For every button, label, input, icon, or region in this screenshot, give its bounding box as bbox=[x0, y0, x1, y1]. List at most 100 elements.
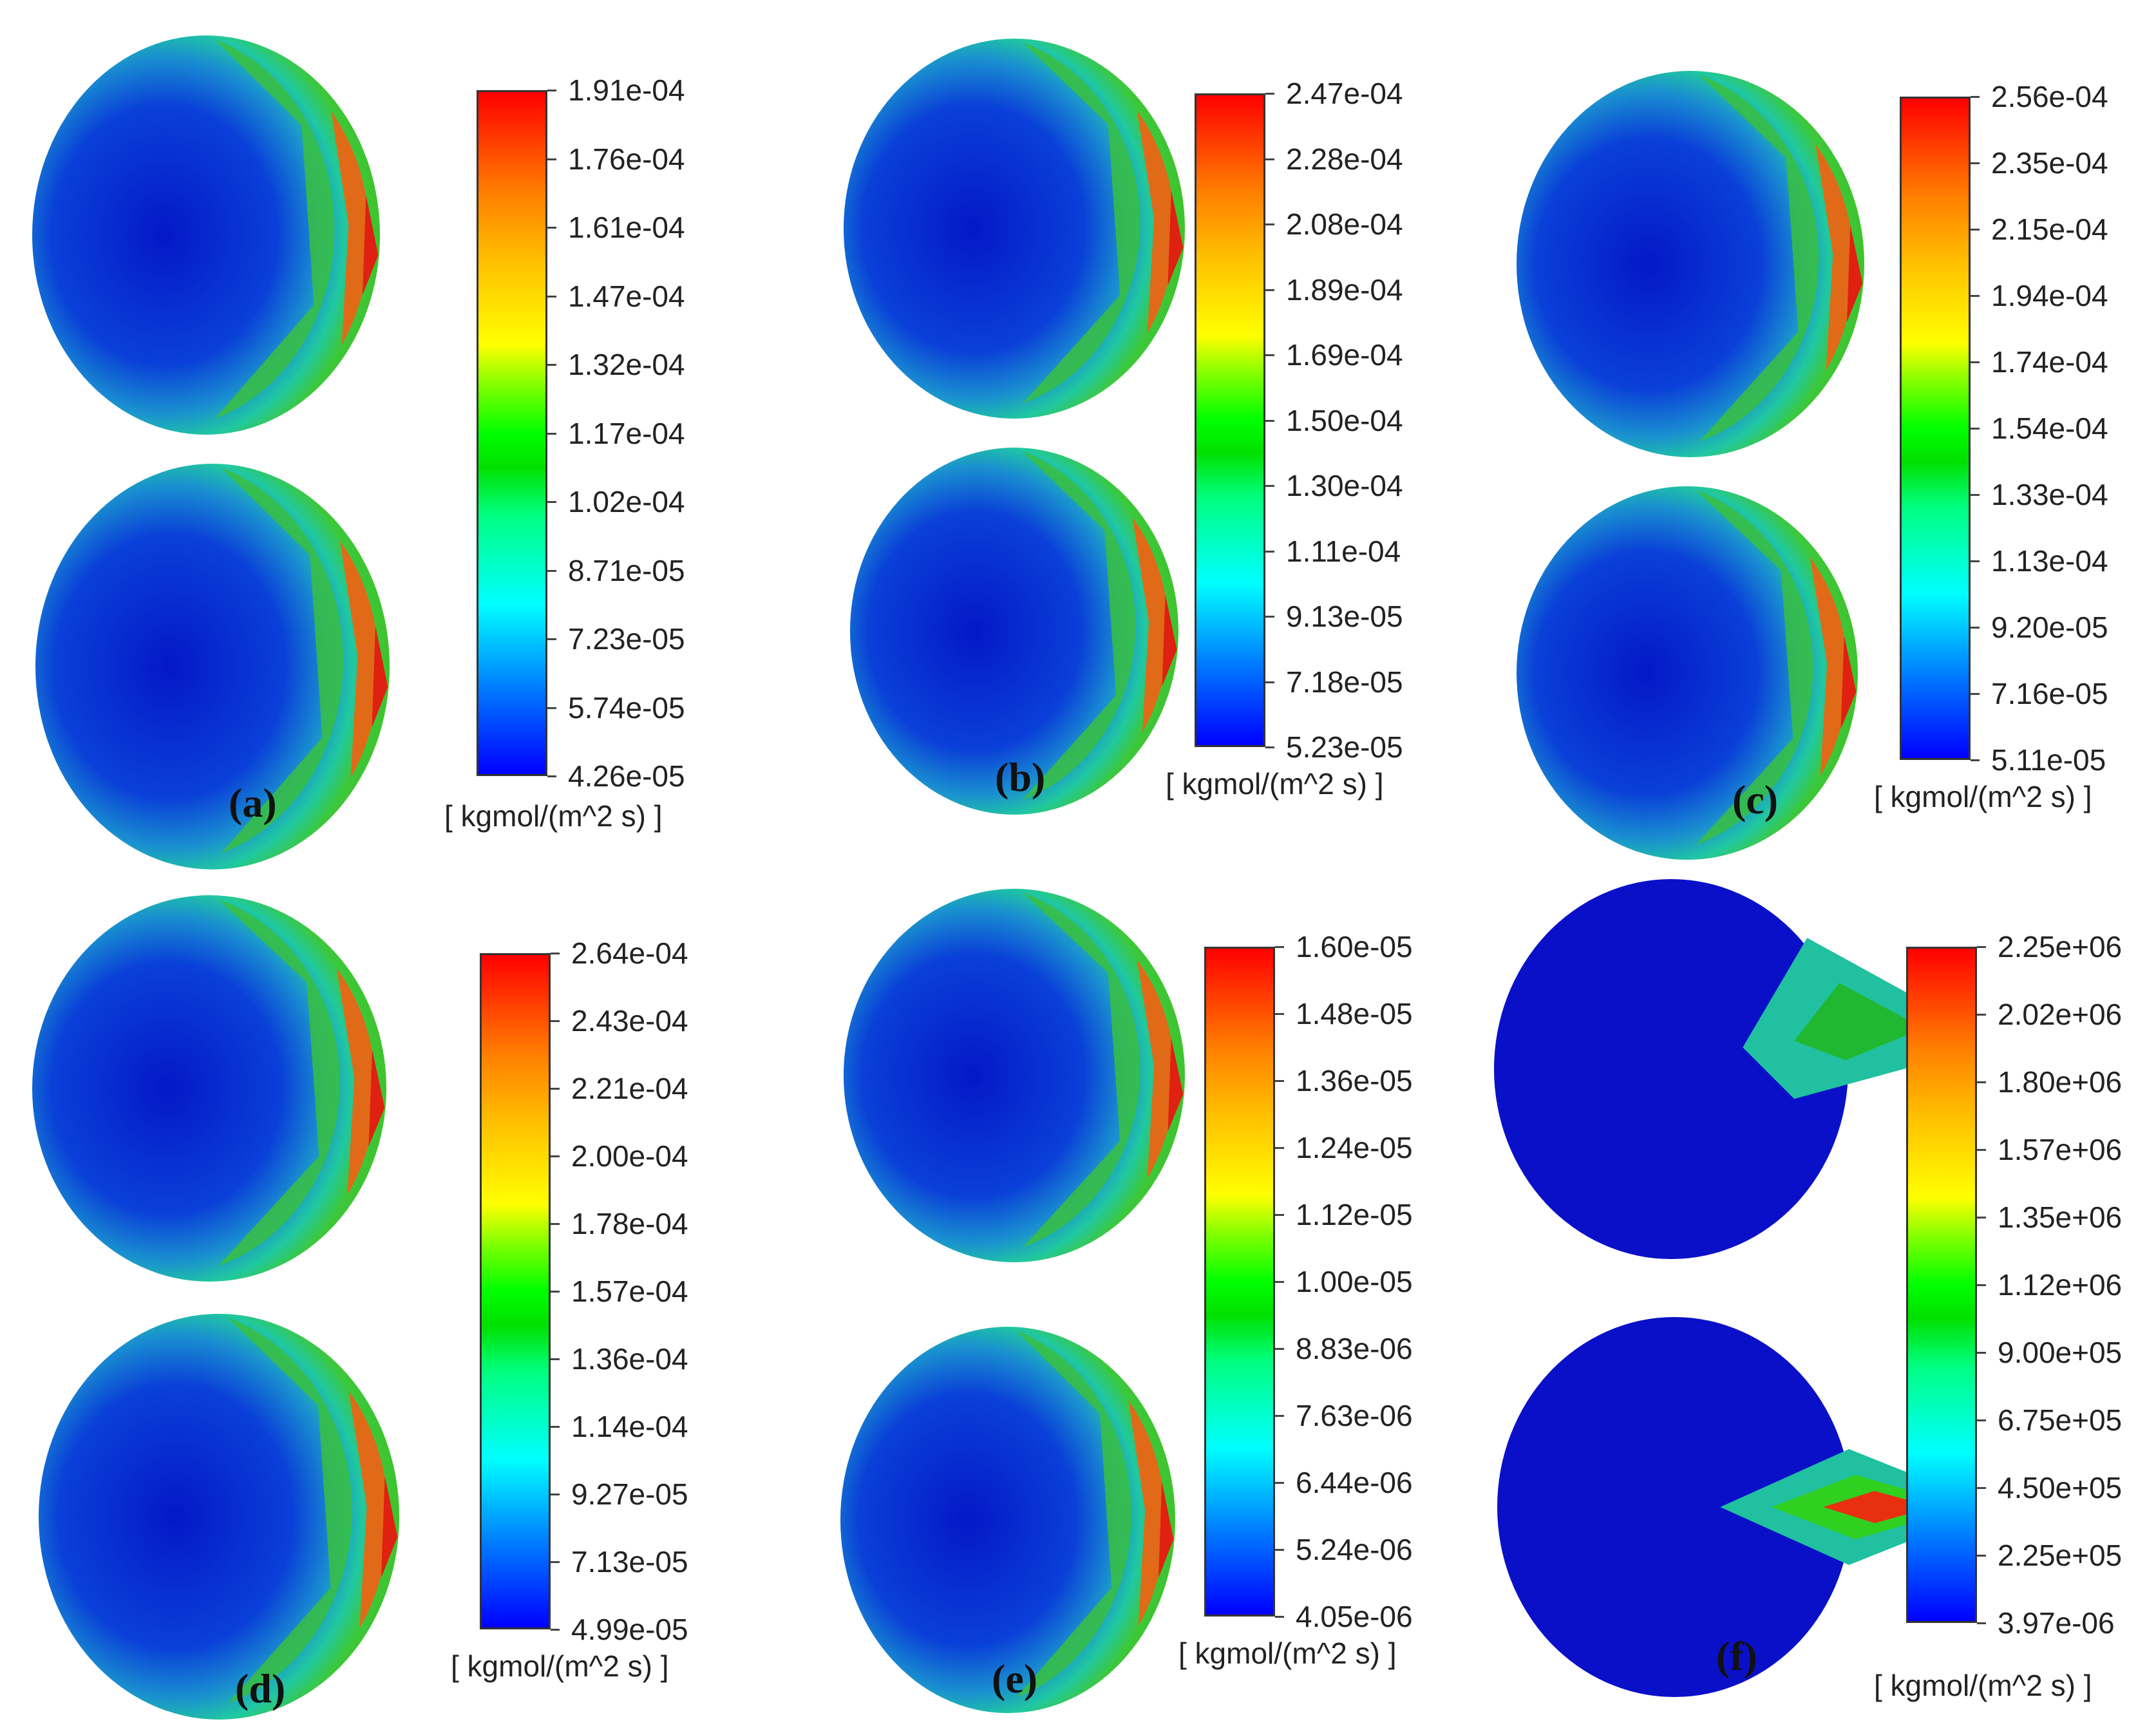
flux-band bbox=[228, 1318, 352, 1703]
flux-band bbox=[214, 39, 335, 419]
panel-label: (b) bbox=[995, 754, 1046, 800]
flux-peak bbox=[1847, 225, 1863, 322]
flux-edge-high bbox=[1128, 1400, 1166, 1626]
colorbar-tick bbox=[1265, 289, 1274, 291]
colorbar-tick bbox=[1971, 361, 1980, 363]
contour-disc bbox=[1494, 879, 1848, 1259]
colorbar-tick bbox=[547, 295, 556, 298]
colorbar-tick-label: 1.94e-04 bbox=[1991, 279, 2108, 312]
colorbar-tick bbox=[1275, 1549, 1284, 1551]
colorbar-tick-label: 9.27e-05 bbox=[571, 1477, 688, 1511]
colorbar-tick-label: 2.43e-04 bbox=[571, 1004, 688, 1038]
unit-label: [ kgmol/(m^2 s) ] bbox=[451, 1649, 669, 1683]
colorbar-tick bbox=[547, 707, 556, 709]
colorbar bbox=[477, 90, 547, 776]
colorbar-tick-label: 1.24e-05 bbox=[1296, 1131, 1413, 1164]
colorbar-tick bbox=[1977, 1081, 1986, 1083]
colorbar-tick-label: 1.36e-04 bbox=[571, 1342, 688, 1376]
colorbar-tick-label: 2.25e+06 bbox=[1998, 930, 2123, 963]
colorbar-tick-label: 1.57e+06 bbox=[1998, 1133, 2123, 1166]
colorbar-tick-label: 1.47e-04 bbox=[568, 279, 685, 313]
colorbar-tick-label: 1.12e-05 bbox=[1296, 1198, 1413, 1231]
flux-edge-high bbox=[337, 969, 376, 1195]
colorbar-tick bbox=[547, 432, 556, 435]
colorbar-tick-label: 1.60e-05 bbox=[1296, 930, 1413, 963]
colorbar-tick-label: 8.71e-05 bbox=[568, 553, 685, 587]
colorbar-tick-label: 1.11e-04 bbox=[1286, 534, 1401, 568]
panel-b: 2.47e-04 2.28e-04 2.08e-04 1.89e-04 1.69e-04… bbox=[715, 0, 1430, 863]
flux-band bbox=[1022, 451, 1136, 801]
colorbar-tick bbox=[551, 1020, 560, 1022]
colorbar-tick-label: 2.15e-04 bbox=[1991, 213, 2108, 246]
colorbar-tick bbox=[1265, 485, 1274, 487]
colorbar-tick-label: 1.91e-04 bbox=[568, 73, 685, 107]
colorbar-tick-label: 5.24e-06 bbox=[1296, 1533, 1413, 1566]
panel-label: (c) bbox=[1732, 777, 1779, 822]
colorbar-tick bbox=[551, 953, 560, 954]
panel-label: (d) bbox=[235, 1665, 286, 1711]
flux-edge-high bbox=[1137, 111, 1175, 334]
colorbar-tick-label: 1.12e+06 bbox=[1998, 1268, 2123, 1302]
colorbar-tick-label: 1.33e-04 bbox=[1991, 478, 2108, 511]
colorbar-tick bbox=[547, 364, 556, 366]
contour-discs bbox=[32, 895, 399, 1720]
colorbar-tick bbox=[1275, 1616, 1284, 1618]
colorbar-tick-label: 4.05e-06 bbox=[1296, 1600, 1413, 1633]
colorbar-tick bbox=[551, 1223, 560, 1225]
colorbar-tick bbox=[1977, 1284, 1986, 1286]
colorbar-tick bbox=[551, 1426, 560, 1428]
colorbar-tick-label: 1.89e-04 bbox=[1286, 272, 1403, 307]
flux-peak bbox=[1158, 1481, 1174, 1578]
flux-peak bbox=[381, 1476, 398, 1578]
colorbar-tick-label: 1.80e+06 bbox=[1998, 1065, 2123, 1099]
colorbar-tick-label: 8.83e-06 bbox=[1296, 1332, 1413, 1365]
colorbar-tick bbox=[547, 501, 556, 503]
colorbar-tick bbox=[1971, 96, 1980, 98]
colorbar-tick-label: 7.16e-05 bbox=[1991, 677, 2108, 710]
colorbar-tick-label: 2.00e-04 bbox=[571, 1139, 688, 1173]
contour-discs bbox=[1494, 879, 1946, 1697]
colorbar-tick bbox=[1265, 681, 1274, 683]
colorbar-tick bbox=[1971, 693, 1980, 695]
colorbar-tick bbox=[1275, 946, 1284, 948]
panel-label: (a) bbox=[229, 780, 277, 826]
colorbar-tick-label: 1.35e+06 bbox=[1998, 1200, 2123, 1234]
colorbar-tick bbox=[1977, 1622, 1986, 1624]
colorbar-tick bbox=[1275, 1080, 1284, 1082]
colorbar-tick-label: 2.64e-04 bbox=[571, 936, 688, 970]
flux-band bbox=[1699, 75, 1819, 442]
colorbar-tick bbox=[1275, 1214, 1284, 1216]
colorbar-tick bbox=[1977, 1014, 1986, 1016]
contour-discs bbox=[1517, 71, 1864, 860]
colorbar-tick bbox=[1265, 354, 1274, 356]
colorbar-tick bbox=[1265, 93, 1274, 95]
colorbar-tick-label: 1.78e-04 bbox=[571, 1207, 688, 1240]
flux-edge-high bbox=[1132, 517, 1169, 732]
unit-label: [ kgmol/(m^2 s) ] bbox=[444, 799, 663, 833]
colorbar-tick bbox=[551, 1629, 560, 1631]
colorbar-tick-label: 9.13e-05 bbox=[1286, 600, 1403, 633]
colorbar-tick-label: 2.25e+05 bbox=[1998, 1539, 2123, 1572]
colorbar-tick-label: 6.44e-06 bbox=[1296, 1466, 1413, 1499]
colorbar-tick-label: 7.18e-05 bbox=[1286, 665, 1403, 699]
colorbar-tick bbox=[1977, 1555, 1986, 1557]
colorbar bbox=[1204, 947, 1275, 1617]
colorbar-tick bbox=[1971, 295, 1980, 297]
colorbar-tick bbox=[1971, 627, 1980, 629]
panel-f: 2.25e+06 2.02e+06 1.80e+06 1.57e+06 1.35e+06… bbox=[1430, 863, 2144, 1726]
flux-edge-high bbox=[1137, 960, 1175, 1179]
colorbar-tick-label: 7.23e-05 bbox=[568, 622, 685, 656]
panel-label: (e) bbox=[992, 1656, 1038, 1702]
flux-hotspot-peak bbox=[1823, 1491, 1933, 1523]
unit-label: [ kgmol/(m^2 s) ] bbox=[1874, 1669, 2092, 1702]
colorbar-tick bbox=[1265, 223, 1274, 225]
colorbar-tick-label: 2.08e-04 bbox=[1286, 207, 1403, 241]
colorbar bbox=[1900, 97, 1971, 760]
colorbar-tick-label: 2.35e-04 bbox=[1991, 146, 2108, 180]
colorbar-tick-label: 1.50e-04 bbox=[1286, 403, 1403, 437]
colorbar-tick-label: 1.36e-05 bbox=[1296, 1064, 1413, 1097]
colorbar-tick bbox=[547, 569, 556, 572]
unit-label: [ kgmol/(m^2 s) ] bbox=[1178, 1636, 1397, 1670]
colorbar-tick-label: 1.74e-04 bbox=[1991, 345, 2108, 379]
flux-band bbox=[221, 468, 343, 853]
